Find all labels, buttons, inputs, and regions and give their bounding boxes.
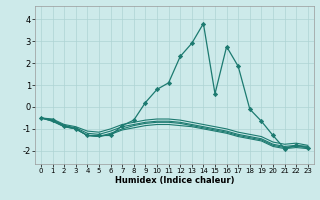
X-axis label: Humidex (Indice chaleur): Humidex (Indice chaleur): [115, 176, 234, 185]
